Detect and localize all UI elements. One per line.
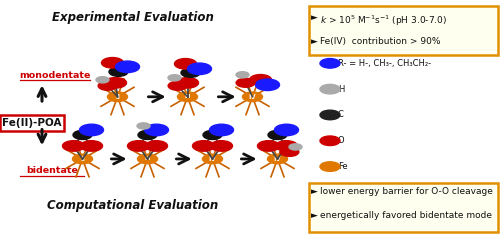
Circle shape	[320, 136, 340, 146]
Text: Fe: Fe	[338, 162, 347, 171]
Text: II: II	[115, 94, 120, 100]
Text: Fe(II)-POA: Fe(II)-POA	[2, 118, 62, 128]
Circle shape	[98, 81, 117, 90]
Circle shape	[109, 67, 128, 76]
Circle shape	[320, 84, 340, 94]
Circle shape	[320, 162, 340, 171]
Circle shape	[80, 124, 104, 136]
Circle shape	[202, 154, 222, 164]
Circle shape	[280, 147, 299, 156]
Circle shape	[289, 144, 302, 150]
Text: IV: IV	[274, 156, 281, 162]
Text: $k$ > 10$^5$ M$^{-1}$s$^{-1}$ (pH 3.0-7.0): $k$ > 10$^5$ M$^{-1}$s$^{-1}$ (pH 3.0-7.…	[320, 13, 447, 27]
Circle shape	[80, 141, 102, 151]
Circle shape	[176, 77, 199, 88]
Circle shape	[320, 59, 340, 68]
Circle shape	[203, 130, 222, 140]
Circle shape	[178, 92, 198, 102]
Circle shape	[62, 141, 84, 151]
Text: monodentate: monodentate	[20, 71, 90, 80]
Text: ►: ►	[311, 13, 318, 22]
Circle shape	[268, 130, 287, 140]
Circle shape	[168, 81, 187, 90]
Text: ►: ►	[311, 187, 318, 196]
Circle shape	[108, 92, 128, 102]
Circle shape	[242, 92, 262, 102]
Text: Experimental Evaluation: Experimental Evaluation	[52, 11, 214, 24]
Circle shape	[104, 77, 126, 88]
Circle shape	[210, 124, 234, 136]
Circle shape	[276, 141, 297, 151]
Circle shape	[268, 154, 287, 164]
Circle shape	[256, 79, 280, 91]
Circle shape	[73, 130, 92, 140]
Text: R- = H-, CH₃-, CH₃CH₂-: R- = H-, CH₃-, CH₃CH₂-	[338, 59, 431, 68]
Text: III: III	[144, 157, 150, 161]
Circle shape	[72, 154, 92, 164]
Text: O: O	[338, 136, 344, 145]
Circle shape	[128, 141, 150, 151]
Text: H: H	[338, 85, 344, 94]
Circle shape	[274, 124, 298, 136]
Text: C: C	[338, 110, 344, 120]
Text: ►: ►	[311, 37, 318, 46]
Circle shape	[146, 141, 168, 151]
FancyBboxPatch shape	[309, 183, 498, 232]
Circle shape	[181, 68, 200, 77]
Text: ►: ►	[311, 211, 318, 220]
Circle shape	[96, 77, 109, 83]
FancyBboxPatch shape	[309, 6, 498, 55]
Circle shape	[210, 141, 233, 151]
Circle shape	[250, 75, 272, 85]
Text: Fe(IV)  contribution > 90%: Fe(IV) contribution > 90%	[320, 37, 440, 46]
Circle shape	[168, 75, 181, 81]
Text: bidentate: bidentate	[26, 166, 78, 175]
Text: lower energy barrier for O-O cleavage: lower energy barrier for O-O cleavage	[320, 187, 493, 196]
Circle shape	[116, 61, 140, 72]
Circle shape	[138, 154, 158, 164]
Circle shape	[320, 110, 340, 120]
Circle shape	[137, 123, 150, 129]
Text: IV: IV	[248, 94, 256, 100]
Text: energetically favored bidentate mode: energetically favored bidentate mode	[320, 211, 492, 220]
Circle shape	[236, 78, 255, 87]
Circle shape	[258, 141, 280, 151]
Circle shape	[192, 141, 214, 151]
Circle shape	[236, 72, 249, 78]
Text: II: II	[80, 156, 85, 162]
Circle shape	[174, 59, 197, 69]
Circle shape	[144, 124, 169, 136]
Text: III: III	[184, 94, 190, 99]
Circle shape	[188, 63, 212, 75]
Text: Computational Evaluation: Computational Evaluation	[47, 199, 218, 212]
Text: IV: IV	[208, 156, 216, 162]
Circle shape	[138, 130, 157, 140]
Circle shape	[102, 58, 124, 68]
